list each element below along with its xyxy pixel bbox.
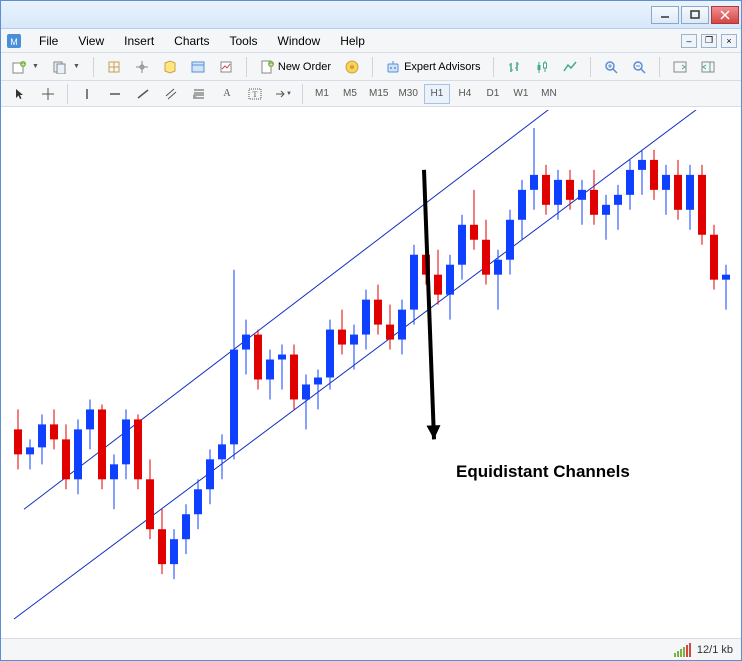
arrows-button[interactable]: ▼ [270, 84, 296, 104]
svg-text:M: M [10, 37, 18, 47]
new-order-label: New Order [278, 61, 331, 73]
zoom-in-button[interactable] [599, 56, 623, 78]
chart-canvas [4, 110, 738, 635]
vertical-line-button[interactable] [74, 84, 100, 104]
timeframe-d1-button[interactable]: D1 [480, 84, 506, 104]
crosshair-tool-button[interactable] [35, 84, 61, 104]
menu-file[interactable]: File [29, 31, 68, 51]
menu-insert[interactable]: Insert [114, 31, 164, 51]
connection-bars-icon [674, 643, 691, 657]
timeframe-w1-button[interactable]: W1 [508, 84, 534, 104]
text-tool-button[interactable]: A [214, 84, 240, 104]
market-watch-button[interactable] [102, 56, 126, 78]
profiles-button[interactable]: ▼ [48, 56, 85, 78]
timeframe-m15-button[interactable]: M15 [365, 84, 392, 104]
mdi-restore-button[interactable]: ❐ [701, 34, 717, 48]
expert-advisors-label: Expert Advisors [404, 61, 480, 73]
zoom-out-button[interactable] [627, 56, 651, 78]
titlebar [1, 1, 741, 29]
app-icon: M [5, 32, 23, 50]
svg-text:+: + [269, 61, 273, 68]
close-button[interactable] [711, 6, 739, 24]
timeframe-h1-button[interactable]: H1 [424, 84, 450, 104]
chart-shift-button[interactable] [696, 56, 720, 78]
navigator-button[interactable] [130, 56, 154, 78]
connection-status: 12/1 kb [697, 644, 733, 656]
timeframe-h4-button[interactable]: H4 [452, 84, 478, 104]
strategy-tester-button[interactable] [214, 56, 238, 78]
menu-window[interactable]: Window [268, 31, 331, 51]
annotation-label: Equidistant Channels [456, 462, 630, 482]
mdi-minimize-button[interactable]: – [681, 34, 697, 48]
timeframe-m1-button[interactable]: M1 [309, 84, 335, 104]
svg-text:F: F [193, 95, 197, 100]
maximize-button[interactable] [681, 6, 709, 24]
menu-charts[interactable]: Charts [164, 31, 219, 51]
text-label-button[interactable]: T [242, 84, 268, 104]
mdi-close-button[interactable]: × [721, 34, 737, 48]
toolbar-timeframes: F A T ▼ M1M5M15M30H1H4D1W1MN [1, 81, 741, 107]
timeframe-m5-button[interactable]: M5 [337, 84, 363, 104]
menu-tools[interactable]: Tools [220, 31, 268, 51]
statusbar: 12/1 kb [1, 638, 741, 660]
line-chart-button[interactable] [558, 56, 582, 78]
toolbar-main: + ▼ ▼ + New Order [1, 53, 741, 81]
trendline-button[interactable] [130, 84, 156, 104]
channel-button[interactable] [158, 84, 184, 104]
new-chart-button[interactable]: + ▼ [7, 56, 44, 78]
svg-text:T: T [253, 90, 258, 99]
fibonacci-button[interactable]: F [186, 84, 212, 104]
svg-text:+: + [21, 61, 25, 68]
metaquotes-button[interactable] [340, 56, 364, 78]
menu-view[interactable]: View [68, 31, 114, 51]
main-window: M FileViewInsertChartsToolsWindowHelp – … [0, 0, 742, 661]
horizontal-line-button[interactable] [102, 84, 128, 104]
expert-advisors-button[interactable]: Expert Advisors [381, 56, 485, 78]
chart-area[interactable]: Equidistant Channels [3, 109, 739, 636]
bar-chart-button[interactable] [502, 56, 526, 78]
new-order-button[interactable]: + New Order [255, 56, 336, 78]
minimize-button[interactable] [651, 6, 679, 24]
menu-help[interactable]: Help [330, 31, 375, 51]
cursor-tool-button[interactable] [7, 84, 33, 104]
timeframe-mn-button[interactable]: MN [536, 84, 562, 104]
timeframe-m30-button[interactable]: M30 [394, 84, 421, 104]
terminal-button[interactable] [186, 56, 210, 78]
candle-chart-button[interactable] [530, 56, 554, 78]
auto-scroll-button[interactable] [668, 56, 692, 78]
data-window-button[interactable] [158, 56, 182, 78]
menubar: M FileViewInsertChartsToolsWindowHelp – … [1, 29, 741, 53]
